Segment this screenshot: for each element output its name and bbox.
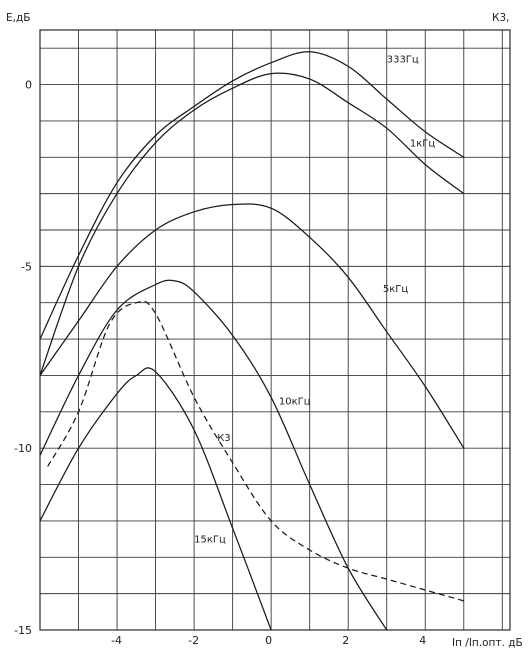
x-tick-label: -4	[111, 634, 122, 647]
y-tick-label: -5	[21, 260, 32, 273]
series-label-1: 333Гц	[387, 55, 419, 66]
x-axis-label: Iп /Iп.опт. дБ	[452, 637, 523, 649]
grid	[39, 29, 511, 631]
curves	[39, 51, 465, 631]
tick-labels: -4 -2 0 2 4 0 -5 -10 -15	[14, 79, 426, 647]
series-label-5: 15кГц	[194, 535, 226, 546]
series-line-1	[39, 51, 465, 340]
y-tick-label: -10	[14, 442, 32, 455]
right-axis-label: К3,	[492, 12, 509, 24]
y-tick-label: 0	[25, 79, 32, 92]
series-label-4: 10кГц	[279, 397, 311, 408]
x-tick-label: 4	[419, 634, 426, 647]
x-tick-label: -2	[188, 634, 199, 647]
plot-frame	[39, 29, 511, 631]
series-line-3	[39, 203, 465, 449]
series-line-2	[39, 72, 465, 376]
y-axis-label: E,дБ	[6, 12, 30, 24]
series-label-3: 5кГц	[383, 284, 409, 295]
x-tick-label: 0	[265, 634, 272, 647]
x-tick-label: 2	[342, 634, 349, 647]
series-line-6	[47, 300, 464, 602]
series-line-5	[39, 367, 272, 631]
series-labels: 333Гц 1кГц 5кГц 10кГц 15кГц К3	[194, 55, 435, 546]
series-label-2: 1кГц	[410, 138, 436, 149]
y-tick-label: -15	[14, 624, 32, 637]
series-line-4	[39, 279, 388, 631]
series-label-6: К3	[217, 433, 230, 444]
